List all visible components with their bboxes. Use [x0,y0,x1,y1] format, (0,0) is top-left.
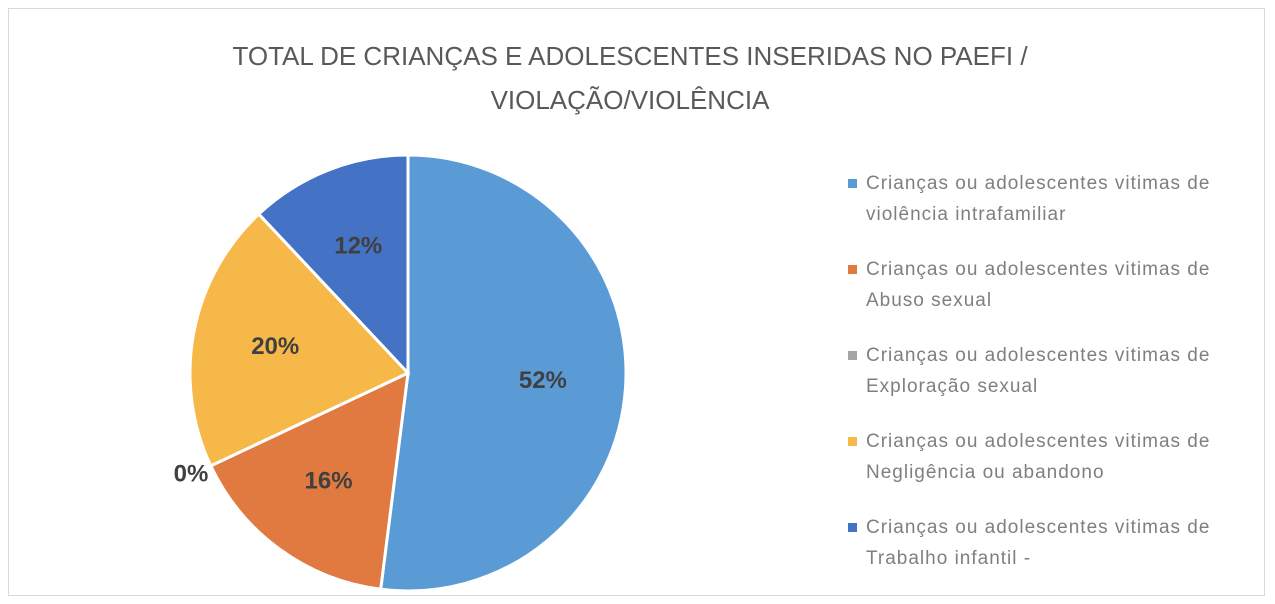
chart-frame [8,8,1265,596]
legend-entry: Crianças ou adolescentes vitimas de Trab… [848,512,1226,574]
legend-swatch [848,523,857,532]
pie-slice [379,153,628,593]
legend-label: Crianças ou adolescentes vitimas de Negl… [866,431,1211,483]
legend: Crianças ou adolescentes vitimas de viol… [848,168,1268,598]
data-label: 52% [519,367,567,394]
legend-swatch [848,265,857,274]
data-label: 0% [174,460,209,487]
data-label: 20% [251,333,299,360]
legend-swatch [848,179,857,188]
legend-swatch [848,437,857,446]
data-label: 12% [334,233,382,260]
legend-entry: Crianças ou adolescentes vitimas de Negl… [848,426,1226,488]
legend-entry: Crianças ou adolescentes vitimas de viol… [848,168,1226,230]
legend-label: Crianças ou adolescentes vitimas de viol… [866,173,1211,225]
legend-label: Crianças ou adolescentes vitimas de Trab… [866,517,1211,569]
pie-slice [188,211,411,468]
legend-swatch [848,351,857,360]
pie-slice [208,370,410,591]
chart-title: TOTAL DE CRIANÇAS E ADOLESCENTES INSERID… [232,41,1028,115]
legend-entry: Crianças ou adolescentes vitimas de Expl… [848,340,1226,402]
legend-label: Crianças ou adolescentes vitimas de Abus… [866,259,1211,311]
legend-label: Crianças ou adolescentes vitimas de Expl… [866,345,1211,397]
legend-entry: Crianças ou adolescentes vitimas de Abus… [848,254,1226,316]
pie-slice [256,153,410,377]
data-label: 16% [305,468,353,495]
